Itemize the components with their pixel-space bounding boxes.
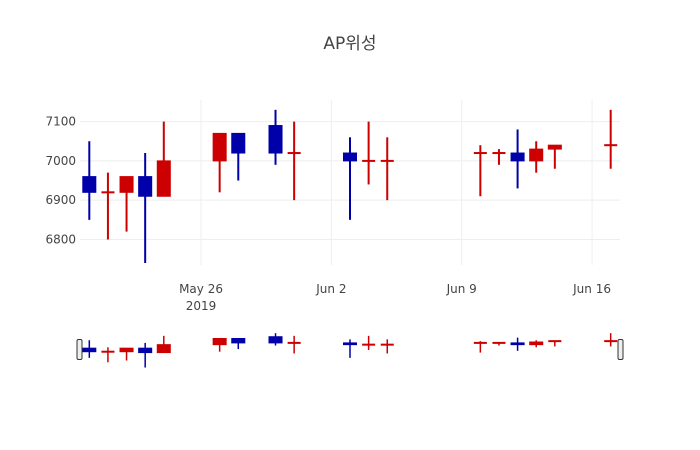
slider-candle-body	[156, 344, 171, 354]
x-tick-sublabel: 2019	[186, 299, 217, 313]
slider-candle-body	[268, 336, 283, 344]
slider-candle-body	[138, 347, 153, 354]
slider-candle-body	[342, 342, 358, 346]
x-tick-label: Jun 9	[446, 282, 477, 296]
candle[interactable]	[492, 149, 506, 165]
slider-candle-body	[119, 347, 134, 353]
candle[interactable]	[510, 129, 525, 189]
candle[interactable]	[529, 141, 544, 173]
slider-candle[interactable]	[101, 347, 115, 363]
candle-body	[138, 176, 153, 197]
candle[interactable]	[138, 153, 153, 264]
candle-body	[342, 152, 358, 162]
y-tick-label: 7000	[45, 154, 76, 168]
candle[interactable]	[268, 109, 283, 165]
slider-candle[interactable]	[268, 333, 283, 346]
candle-body	[231, 132, 246, 154]
slider-candle-body	[231, 337, 246, 344]
slider-candle[interactable]	[212, 337, 227, 352]
slider-candle-body	[529, 341, 544, 346]
candle[interactable]	[362, 121, 376, 185]
candle[interactable]	[119, 176, 134, 232]
slider-candle[interactable]	[473, 341, 487, 353]
y-axis-ticks: 6800 6900 7000 7100	[45, 115, 76, 247]
candle-body	[212, 132, 227, 162]
y-tick-label: 6900	[45, 193, 76, 207]
x-tick-label: Jun 2	[315, 282, 346, 296]
slider-candle[interactable]	[362, 335, 376, 350]
range-slider[interactable]	[76, 333, 624, 368]
slider-candle-body	[212, 337, 227, 346]
slider-candle[interactable]	[492, 341, 506, 346]
candle-body	[156, 160, 171, 197]
range-slider-left-handle[interactable]	[76, 339, 83, 360]
candle[interactable]	[287, 121, 301, 201]
candle[interactable]	[547, 144, 562, 169]
candle[interactable]	[473, 145, 487, 197]
slider-candle[interactable]	[119, 347, 134, 361]
slider-candle[interactable]	[231, 337, 246, 350]
candle[interactable]	[101, 172, 115, 240]
x-tick-label: Jun 16	[572, 282, 611, 296]
x-tick-label: May 26	[179, 282, 223, 296]
candle[interactable]	[231, 132, 246, 181]
slider-candle-body	[510, 342, 525, 346]
candle-body	[119, 176, 134, 193]
candles[interactable]	[82, 109, 618, 264]
candle[interactable]	[380, 137, 394, 201]
candle[interactable]	[156, 121, 171, 197]
slider-candle[interactable]	[548, 340, 562, 347]
candle-body	[547, 144, 562, 150]
slider-candle[interactable]	[604, 333, 618, 347]
y-tick-label: 6800	[45, 232, 76, 246]
candle[interactable]	[604, 109, 618, 169]
slider-candle[interactable]	[380, 339, 394, 354]
slider-candle[interactable]	[529, 340, 544, 348]
slider-candle[interactable]	[342, 339, 358, 358]
candle-body	[510, 152, 525, 162]
candle[interactable]	[342, 137, 358, 220]
candle-body	[82, 176, 97, 193]
slider-candle[interactable]	[82, 340, 97, 358]
x-axis-ticks: May 26 2019 Jun 2 Jun 9 Jun 16	[179, 282, 611, 313]
slider-candle[interactable]	[510, 337, 525, 351]
y-tick-label: 7100	[45, 115, 76, 129]
candle-body	[529, 148, 544, 162]
slider-candle[interactable]	[138, 342, 153, 368]
candle-body	[268, 125, 283, 154]
slider-candle[interactable]	[287, 335, 301, 354]
slider-candle[interactable]	[156, 335, 171, 354]
chart-title: AP위성	[323, 34, 376, 54]
candle[interactable]	[82, 141, 97, 220]
slider-candle-body	[82, 347, 97, 353]
range-slider-right-handle[interactable]	[617, 339, 624, 360]
candle[interactable]	[212, 132, 227, 193]
